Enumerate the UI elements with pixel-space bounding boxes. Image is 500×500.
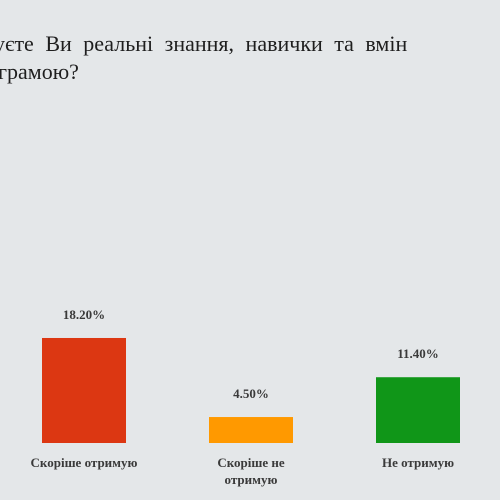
bar-2 xyxy=(376,377,460,443)
data-label-1: 4.50% xyxy=(233,386,269,401)
data-label-0: 18.20% xyxy=(63,307,105,322)
title-line-2: грамою? xyxy=(0,59,79,84)
title-line-1: уєте Ви реальні знання, навички та вмін xyxy=(0,31,408,56)
chart-title: уєте Ви реальні знання, навички та вмін … xyxy=(0,30,500,86)
bar-0 xyxy=(42,337,126,443)
data-label-2: 11.40% xyxy=(397,346,439,361)
category-label-0: Скоріше отримую xyxy=(31,455,138,470)
bar-1 xyxy=(209,417,293,443)
category-label-2: Не отримую xyxy=(382,455,454,470)
category-label-1: Скоріше не отримую xyxy=(217,455,285,487)
